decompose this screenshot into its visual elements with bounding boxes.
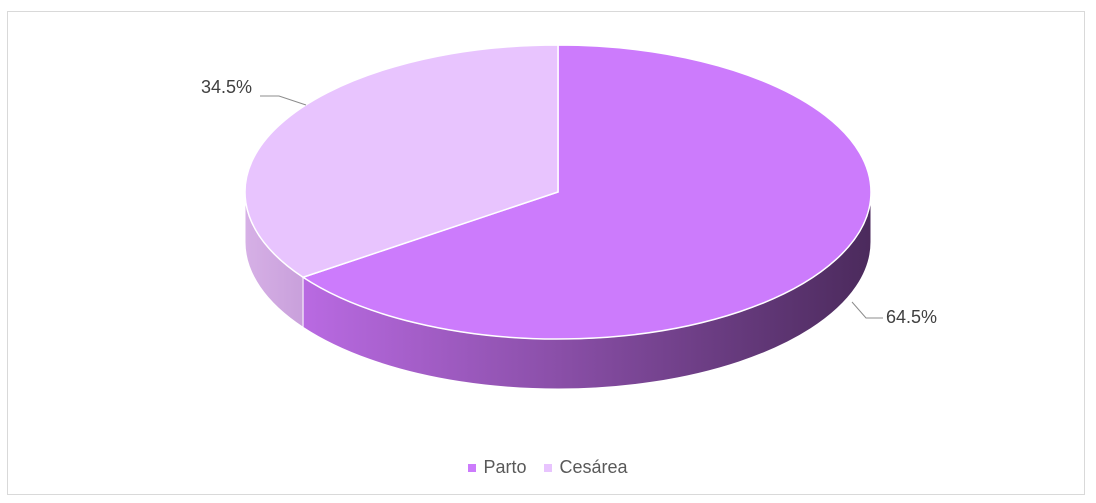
- pie-slice-parto: [301, 44, 872, 340]
- legend: Parto Cesárea: [0, 457, 1096, 478]
- data-label-parto: 64.5%: [886, 307, 938, 327]
- legend-label: Cesárea: [559, 457, 628, 477]
- pie-slice-cesárea: [244, 44, 559, 279]
- legend-swatch: [468, 463, 477, 472]
- data-label-cesárea: 34.5%: [201, 77, 253, 97]
- leader-line-parto: [851, 301, 883, 319]
- legend-item-parto: Parto: [468, 457, 526, 478]
- legend-label: Parto: [483, 457, 527, 477]
- legend-item-cesárea: Cesárea: [544, 457, 628, 478]
- pie-tops: [244, 44, 872, 340]
- leader-lines: [260, 95, 883, 319]
- leader-line-cesárea: [260, 95, 307, 106]
- legend-swatch: [544, 463, 553, 472]
